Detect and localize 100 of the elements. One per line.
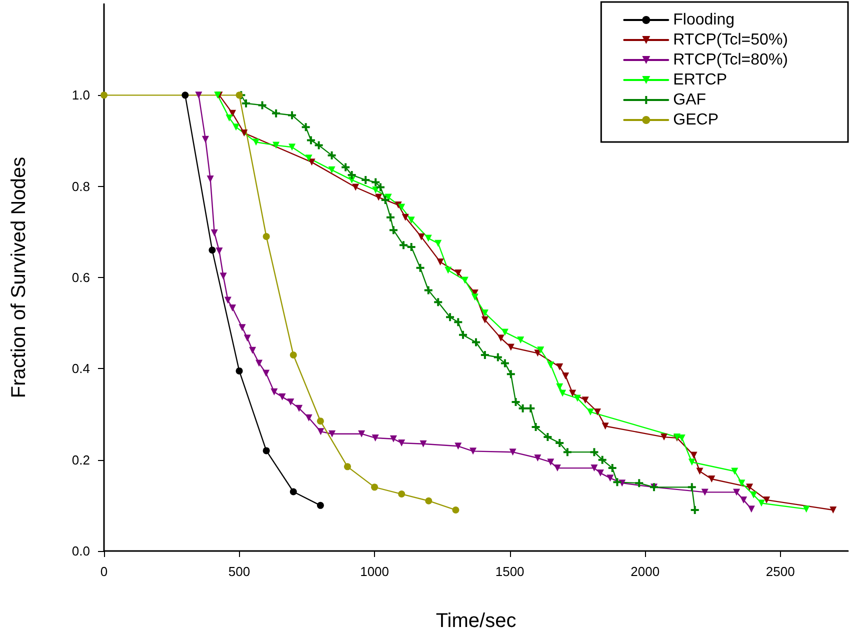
point	[258, 101, 266, 110]
point	[454, 442, 462, 450]
point	[314, 141, 323, 150]
point	[608, 464, 616, 472]
point	[328, 166, 336, 174]
point	[226, 114, 233, 122]
point	[249, 346, 256, 354]
point	[252, 138, 260, 146]
point	[434, 240, 442, 247]
point	[556, 438, 564, 447]
point	[470, 448, 477, 455]
point	[446, 313, 454, 322]
point	[372, 434, 379, 442]
point	[306, 136, 315, 144]
point	[763, 496, 770, 504]
point	[362, 176, 370, 184]
point	[389, 226, 398, 234]
point	[598, 456, 606, 464]
point	[399, 241, 408, 250]
point	[386, 213, 395, 222]
point	[242, 99, 250, 108]
point	[708, 475, 716, 482]
point	[256, 360, 263, 367]
point	[418, 233, 425, 240]
point	[375, 194, 382, 201]
point	[424, 286, 432, 294]
point	[288, 144, 296, 151]
point	[688, 458, 696, 466]
point	[398, 490, 406, 498]
x-tick-label: 0	[100, 564, 108, 579]
point	[288, 111, 296, 120]
point	[472, 338, 480, 346]
point	[434, 298, 442, 306]
point	[731, 468, 738, 475]
point	[278, 393, 286, 400]
point	[238, 324, 246, 332]
point	[182, 92, 189, 99]
point	[236, 367, 243, 374]
point	[352, 184, 360, 191]
point	[696, 468, 704, 475]
point	[461, 276, 468, 284]
point	[509, 448, 516, 456]
point	[740, 496, 748, 504]
point	[501, 328, 508, 336]
point	[296, 404, 303, 412]
point	[563, 448, 572, 456]
point	[305, 414, 312, 422]
point	[270, 388, 278, 396]
point	[690, 506, 699, 514]
point	[635, 479, 644, 488]
point	[494, 353, 502, 362]
point	[534, 454, 542, 462]
point	[305, 154, 312, 162]
point	[678, 434, 686, 442]
point	[262, 370, 270, 377]
point	[602, 422, 609, 430]
y-tick-label: 0.2	[72, 452, 90, 468]
point	[526, 404, 535, 412]
x-tick-label: 2000	[630, 564, 660, 579]
point	[750, 491, 758, 498]
point	[454, 318, 462, 326]
y-axis-title: Fraction of Survived Nodes	[8, 156, 30, 398]
point	[562, 372, 570, 380]
point	[471, 294, 478, 301]
point	[206, 176, 214, 183]
point	[424, 234, 432, 242]
point	[381, 196, 390, 204]
point	[518, 404, 527, 412]
point	[507, 344, 514, 351]
point	[290, 488, 297, 496]
point	[512, 398, 520, 406]
point	[537, 346, 544, 354]
point	[556, 383, 564, 390]
point	[416, 264, 424, 272]
legend-label: Flooding	[673, 12, 735, 28]
point	[398, 204, 406, 211]
point	[532, 423, 540, 432]
legend-label: RTCP(Tcl=80%)	[673, 52, 788, 68]
point	[398, 439, 406, 446]
point	[390, 435, 397, 442]
point	[220, 272, 227, 280]
point	[481, 310, 488, 317]
point	[830, 506, 837, 514]
point	[758, 500, 765, 507]
point	[232, 124, 240, 131]
point	[420, 440, 427, 448]
point	[596, 470, 604, 477]
point	[317, 428, 324, 436]
point	[569, 390, 576, 397]
point	[407, 242, 416, 251]
point	[500, 359, 509, 368]
point	[316, 418, 324, 425]
legend-label: ERTCP	[673, 72, 728, 88]
point	[342, 163, 350, 172]
point	[290, 351, 297, 358]
y-tick-label: 0.6	[72, 270, 90, 285]
point	[688, 483, 696, 492]
point	[240, 130, 248, 136]
point	[574, 394, 581, 402]
point	[229, 304, 236, 312]
